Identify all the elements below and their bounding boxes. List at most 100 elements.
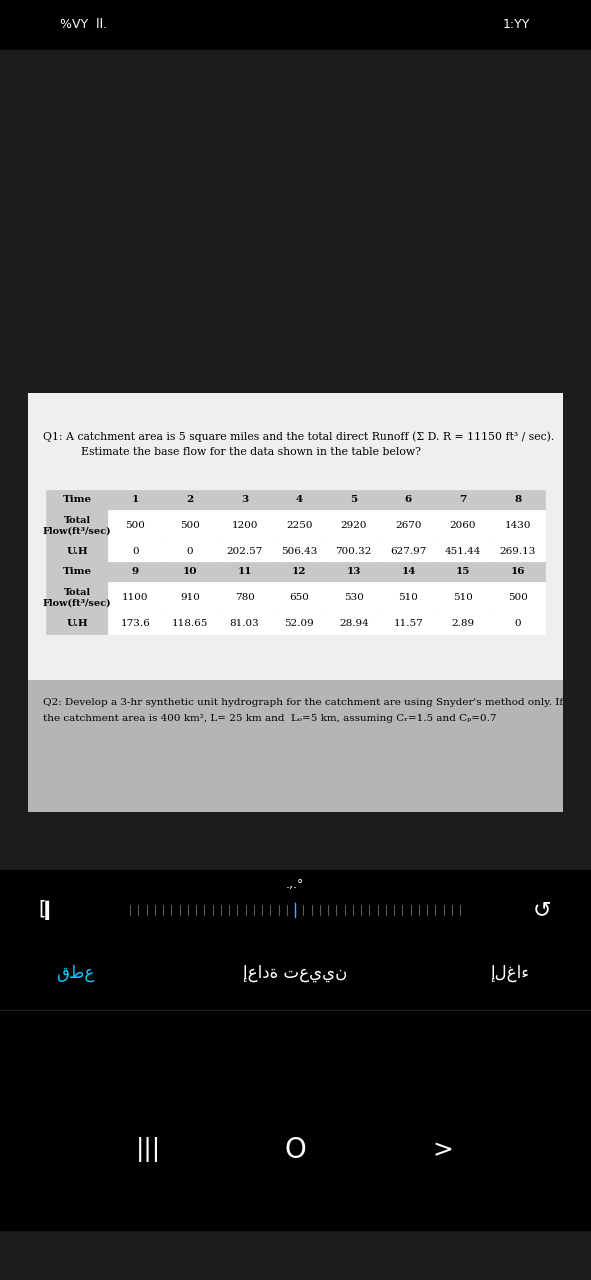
Bar bbox=[326, 562, 381, 582]
Bar bbox=[108, 614, 163, 634]
Bar bbox=[436, 562, 491, 582]
Bar bbox=[108, 541, 163, 562]
Bar bbox=[381, 490, 436, 509]
Bar bbox=[272, 562, 326, 582]
Bar bbox=[28, 393, 563, 680]
Text: Estimate the base flow for the data shown in the table below?: Estimate the base flow for the data show… bbox=[81, 447, 421, 457]
Text: 9: 9 bbox=[132, 567, 139, 576]
Text: 269.13: 269.13 bbox=[499, 548, 536, 557]
Text: 500: 500 bbox=[180, 521, 200, 530]
Text: 1430: 1430 bbox=[505, 521, 531, 530]
Text: 16: 16 bbox=[511, 567, 525, 576]
Text: قطع: قطع bbox=[56, 964, 94, 982]
Bar bbox=[108, 582, 163, 614]
Text: Total
Flow(ft³/sec): Total Flow(ft³/sec) bbox=[43, 589, 111, 608]
Bar bbox=[108, 490, 163, 509]
Bar bbox=[0, 870, 591, 934]
Bar bbox=[46, 614, 108, 634]
Bar bbox=[381, 582, 436, 614]
Text: 1200: 1200 bbox=[231, 521, 258, 530]
Bar bbox=[272, 541, 326, 562]
Bar bbox=[163, 541, 217, 562]
Bar bbox=[436, 582, 491, 614]
Bar bbox=[217, 614, 272, 634]
Bar bbox=[272, 582, 326, 614]
Bar bbox=[491, 541, 545, 562]
Bar bbox=[217, 541, 272, 562]
Bar bbox=[381, 614, 436, 634]
Bar bbox=[217, 490, 272, 509]
Bar bbox=[163, 490, 217, 509]
Text: 81.03: 81.03 bbox=[230, 620, 259, 628]
Bar bbox=[0, 934, 591, 1010]
Bar bbox=[46, 541, 108, 562]
Bar bbox=[163, 582, 217, 614]
Text: 1:YY: 1:YY bbox=[502, 18, 530, 32]
Text: Time: Time bbox=[63, 567, 92, 576]
Text: 1: 1 bbox=[132, 495, 139, 504]
Bar bbox=[28, 680, 563, 812]
Text: 202.57: 202.57 bbox=[226, 548, 263, 557]
Text: إعادة تعيين: إعادة تعيين bbox=[243, 964, 347, 982]
Text: 15: 15 bbox=[456, 567, 470, 576]
Bar bbox=[381, 509, 436, 541]
Text: 11.57: 11.57 bbox=[394, 620, 423, 628]
Text: 13: 13 bbox=[347, 567, 361, 576]
Bar bbox=[163, 509, 217, 541]
Text: 8: 8 bbox=[514, 495, 521, 504]
Text: Time: Time bbox=[63, 495, 92, 504]
Text: 2: 2 bbox=[186, 495, 194, 504]
Text: 910: 910 bbox=[180, 594, 200, 603]
Text: 0: 0 bbox=[514, 620, 521, 628]
Bar bbox=[217, 509, 272, 541]
Text: 2670: 2670 bbox=[395, 521, 422, 530]
Text: 780: 780 bbox=[235, 594, 255, 603]
Bar bbox=[108, 509, 163, 541]
Text: .,.°: .,.° bbox=[286, 878, 304, 891]
Text: [▎: [▎ bbox=[39, 900, 61, 920]
Text: 52.09: 52.09 bbox=[284, 620, 314, 628]
Text: 1100: 1100 bbox=[122, 594, 148, 603]
Bar bbox=[381, 541, 436, 562]
Text: O: O bbox=[284, 1137, 306, 1164]
Bar bbox=[491, 509, 545, 541]
Bar bbox=[326, 582, 381, 614]
Text: Total
Flow(ft³/sec): Total Flow(ft³/sec) bbox=[43, 516, 111, 536]
Bar bbox=[46, 582, 108, 614]
Text: 12: 12 bbox=[292, 567, 307, 576]
Text: 650: 650 bbox=[289, 594, 309, 603]
Bar bbox=[491, 614, 545, 634]
Text: 500: 500 bbox=[508, 594, 528, 603]
Text: 500: 500 bbox=[125, 521, 145, 530]
Bar bbox=[436, 614, 491, 634]
Text: 6: 6 bbox=[405, 495, 412, 504]
Text: 4: 4 bbox=[296, 495, 303, 504]
Text: 627.97: 627.97 bbox=[390, 548, 427, 557]
Bar bbox=[163, 562, 217, 582]
Text: Q2: Develop a 3-hr synthetic unit hydrograph for the catchment are using Snyder': Q2: Develop a 3-hr synthetic unit hydrog… bbox=[43, 698, 563, 707]
Bar bbox=[163, 614, 217, 634]
Text: Q1: A catchment area is 5 square miles and the total direct Runoff (Σ D. R = 111: Q1: A catchment area is 5 square miles a… bbox=[43, 431, 554, 442]
Text: 3: 3 bbox=[241, 495, 248, 504]
Text: 2060: 2060 bbox=[450, 521, 476, 530]
Text: ↺: ↺ bbox=[532, 900, 551, 920]
Bar bbox=[272, 614, 326, 634]
Text: 2920: 2920 bbox=[340, 521, 367, 530]
Text: 700.32: 700.32 bbox=[336, 548, 372, 557]
Bar bbox=[381, 562, 436, 582]
Bar bbox=[46, 562, 108, 582]
Text: the catchment area is 400 km², L= 25 km and  Lₒ=5 km, assuming Cᵣ=1.5 and Cₚ=0.7: the catchment area is 400 km², L= 25 km … bbox=[43, 714, 496, 723]
Text: 506.43: 506.43 bbox=[281, 548, 317, 557]
Text: 2.89: 2.89 bbox=[452, 620, 475, 628]
Text: 0: 0 bbox=[187, 548, 193, 557]
Text: 451.44: 451.44 bbox=[445, 548, 481, 557]
Bar bbox=[326, 509, 381, 541]
Bar bbox=[217, 562, 272, 582]
Text: 2250: 2250 bbox=[286, 521, 313, 530]
Bar bbox=[491, 582, 545, 614]
Text: 28.94: 28.94 bbox=[339, 620, 369, 628]
Text: U.H: U.H bbox=[66, 620, 88, 628]
Bar bbox=[217, 582, 272, 614]
Text: 14: 14 bbox=[401, 567, 415, 576]
Text: 7: 7 bbox=[459, 495, 467, 504]
